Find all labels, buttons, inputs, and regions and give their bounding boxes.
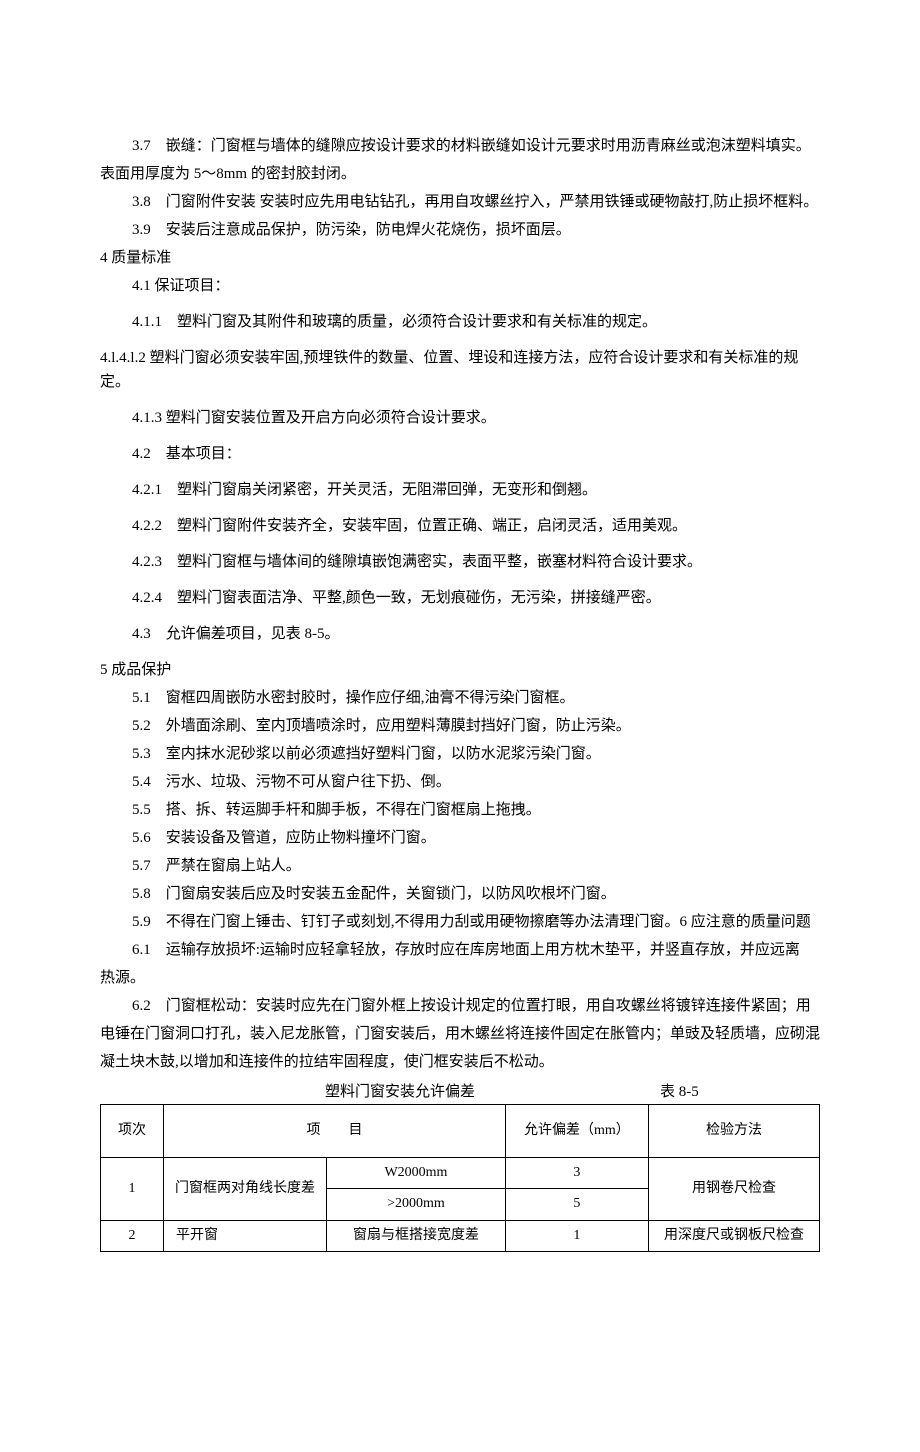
paragraph: 4.2.2 塑料门窗附件安装齐全，安装牢固，位置正确、端正，启闭灵活，适用美观。 — [100, 514, 820, 538]
paragraph: 6.1 运输存放损坏:运输时应轻拿轻放，存放时应在库房地面上用方枕木垫平，并竖直… — [100, 938, 820, 962]
paragraph: 5.2 外墙面涂刷、室内顶墙喷涂时，应用塑料薄膜封挡好门窗，防止污染。 — [100, 714, 820, 738]
paragraph: 5.4 污水、垃圾、污物不可从窗户往下扔、倒。 — [100, 770, 820, 794]
table-row: 1 门窗框两对角线长度差 W2000mm 3 用钢卷尺检查 — [101, 1158, 820, 1189]
cell-sub1: W2000mm — [327, 1158, 506, 1189]
paragraph: 4.2.1 塑料门窗扇关闭紧密，开关灵活，无阻滞回弹，无变形和倒翘。 — [100, 478, 820, 502]
cell-dev1: 3 — [505, 1158, 648, 1189]
paragraph: 4.3 允许偏差项目，见表 8-5。 — [100, 622, 820, 646]
cell-sub2: >2000mm — [327, 1189, 506, 1220]
th-index: 项次 — [101, 1105, 164, 1158]
th-check: 检验方法 — [648, 1105, 819, 1158]
paragraph: 5.9 不得在门窗上锤击、钉钉子或刻划,不得用力刮或用硬物擦磨等办法清理门窗。6… — [100, 910, 820, 934]
cell-index: 1 — [101, 1158, 164, 1221]
paragraph: 5.6 安装设备及管道，应防止物料撞坏门窗。 — [100, 826, 820, 850]
paragraph: 5.8 门窗扇安装后应及时安装五金配件，关窗锁门，以防风吹根坏门窗。 — [100, 882, 820, 906]
paragraph: 电锤在门窗洞口打孔，装入尼龙胀管，门窗安装后，用木螺丝将连接件固定在胀管内；单豉… — [100, 1022, 820, 1046]
paragraph: 4 质量标准 — [100, 246, 820, 270]
th-item: 项 目 — [164, 1105, 506, 1158]
paragraph: 4.2.3 塑料门窗框与墙体间的缝隙填嵌饱满密实，表面平整，嵌塞材料符合设计要求… — [100, 550, 820, 574]
table-caption: 塑料门窗安装允许偏差 表 8-5 — [100, 1080, 820, 1104]
paragraph: 4.2 基本项目： — [100, 442, 820, 466]
paragraph: 3.8 门窗附件安装 安装时应先用电钻钻孔，再用自攻螺丝拧入，严禁用铁锤或硬物敲… — [100, 190, 820, 214]
table-header-row: 项次 项 目 允许偏差（mm） 检验方法 — [101, 1105, 820, 1158]
cell-check: 用深度尺或钢板尺检查 — [648, 1220, 819, 1251]
paragraph: 4.1.3 塑料门窗安装位置及开启方向必须符合设计要求。 — [100, 406, 820, 430]
paragraph: 5.1 窗框四周嵌防水密封胶时，操作应仔细,油膏不得污染门窗框。 — [100, 686, 820, 710]
paragraph: 表面用厚度为 5～8mm 的密封胶封闭。 — [100, 162, 820, 186]
cell-index: 2 — [101, 1220, 164, 1251]
table-number: 表 8-5 — [660, 1080, 780, 1104]
paragraph: 5 成品保护 — [100, 658, 820, 682]
paragraph: 4.1.1 塑料门窗及其附件和玻璃的质量，必须符合设计要求和有关标准的规定。 — [100, 310, 820, 334]
table-row: 2 平开窗 窗扇与框搭接宽度差 1 用深度尺或钢板尺检查 — [101, 1220, 820, 1251]
paragraph: 5.3 室内抹水泥砂浆以前必须遮挡好塑料门窗，以防水泥浆污染门窗。 — [100, 742, 820, 766]
paragraph: 6.2 门窗框松动：安装时应先在门窗外框上按设计规定的位置打眼，用自攻螺丝将镀锌… — [100, 994, 820, 1018]
body-text-container: 3.7 嵌缝：门窗框与墙体的缝隙应按设计要求的材料嵌缝如设计元要求时用沥青麻丝或… — [100, 134, 820, 1074]
deviation-table: 项次 项 目 允许偏差（mm） 检验方法 1 门窗框两对角线长度差 W2000m… — [100, 1104, 820, 1252]
paragraph: 4.2.4 塑料门窗表面洁净、平整,颜色一致，无划痕碰伤，无污染，拼接缝严密。 — [100, 586, 820, 610]
paragraph: 凝土块木鼓,以增加和连接件的拉结牢固程度，使门框安装后不松动。 — [100, 1050, 820, 1074]
paragraph: 5.5 搭、拆、转运脚手杆和脚手板，不得在门窗框扇上拖拽。 — [100, 798, 820, 822]
paragraph: 3.9 安装后注意成品保护，防污染，防电焊火花烧伤，损坏面层。 — [100, 218, 820, 242]
paragraph: 3.7 嵌缝：门窗框与墙体的缝隙应按设计要求的材料嵌缝如设计元要求时用沥青麻丝或… — [100, 134, 820, 158]
cell-item-b: 窗扇与框搭接宽度差 — [327, 1220, 506, 1251]
cell-dev2: 5 — [505, 1189, 648, 1220]
document-page: 3.7 嵌缝：门窗框与墙体的缝隙应按设计要求的材料嵌缝如设计元要求时用沥青麻丝或… — [0, 0, 920, 1452]
table-title: 塑料门窗安装允许偏差 — [140, 1080, 660, 1104]
cell-item-a: 门窗框两对角线长度差 — [164, 1158, 327, 1221]
paragraph: 5.7 严禁在窗扇上站人。 — [100, 854, 820, 878]
cell-dev: 1 — [505, 1220, 648, 1251]
th-deviation: 允许偏差（mm） — [505, 1105, 648, 1158]
cell-check: 用钢卷尺检查 — [648, 1158, 819, 1221]
cell-item-a: 平开窗 — [164, 1220, 327, 1251]
paragraph: 4.l.4.l.2 塑料门窗必须安装牢固,预埋铁件的数量、位置、埋设和连接方法，… — [100, 346, 820, 394]
paragraph: 热源。 — [100, 966, 820, 990]
paragraph: 4.1 保证项目： — [100, 274, 820, 298]
